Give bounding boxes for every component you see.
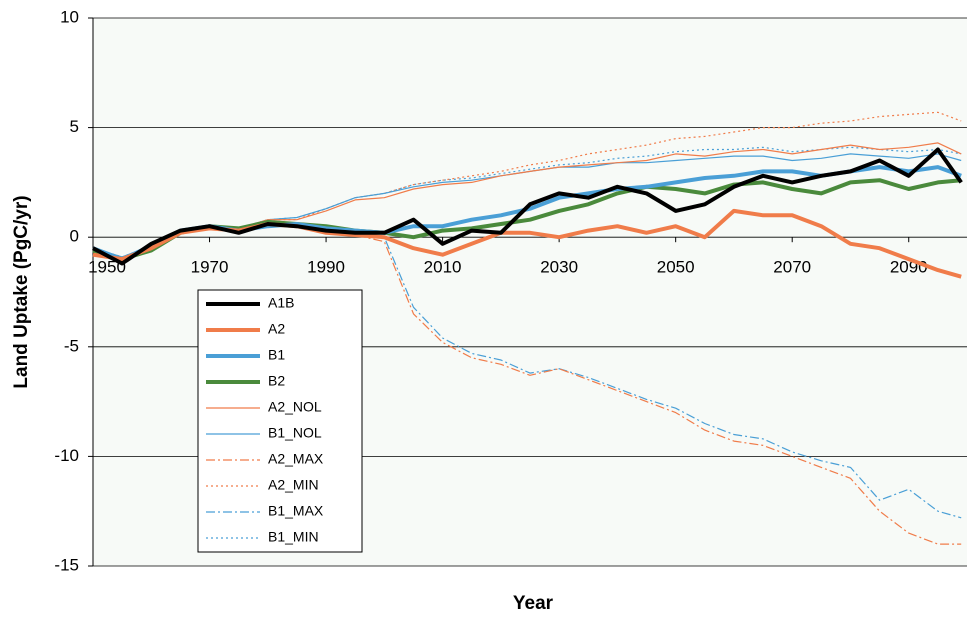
legend-box (197, 289, 363, 553)
y-tick-label: 0 (70, 227, 79, 246)
x-axis-title: Year (513, 593, 554, 614)
series-line (92, 178, 962, 262)
legend-label: A2_MIN (268, 477, 319, 493)
series-line (92, 208, 962, 279)
y-tick-label: 10 (60, 7, 79, 26)
y-tick-label: -10 (54, 446, 79, 465)
x-tick-label: 2010 (424, 258, 462, 277)
series-line (92, 223, 962, 545)
legend-label: A2_MAX (268, 451, 324, 467)
x-tick-label: 2030 (540, 258, 578, 277)
x-tick-label: 1970 (191, 258, 229, 277)
legend-label: A1B (268, 295, 294, 311)
y-axis-title: Land Uptake (PgC/yr) (11, 195, 32, 388)
legend-label: A2_NOL (268, 399, 322, 415)
y-tick-label: -5 (64, 336, 79, 355)
legend-label: B1_MAX (268, 503, 324, 519)
series-line (92, 146, 962, 258)
legend-label: B1 (268, 347, 285, 363)
series-line (92, 147, 963, 266)
legend-label: A2 (268, 321, 285, 337)
x-tick-label: 1990 (307, 258, 345, 277)
x-tick-label: 2070 (773, 258, 811, 277)
legend: A1B A2 B1 B2 A2_NOL B1_NOL A2_MAX A2_MIN B1_MAX B… (197, 289, 363, 553)
y-tick-label: 5 (70, 117, 79, 136)
legend-label: B1_MIN (268, 529, 319, 545)
x-tick-label: 2050 (657, 258, 695, 277)
legend-label: B2 (268, 373, 285, 389)
y-tick-label: -15 (54, 555, 79, 574)
legend-label: B1_NOL (268, 425, 322, 441)
